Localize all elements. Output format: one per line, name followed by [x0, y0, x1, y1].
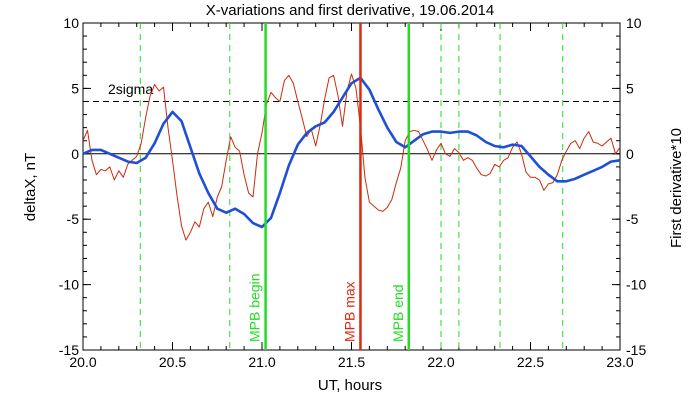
y-tick-label-left: 0: [71, 146, 79, 162]
y-axis-label-left: deltaX, nT: [22, 153, 39, 221]
y-tick-label-right: -10: [626, 277, 646, 293]
plot-layer: 20.0 20.5 21.0 21.5 22.0 22.5 23.0-15-10-50510…: [59, 15, 647, 370]
y-tick-label-right: 10: [626, 15, 642, 31]
derivative-line: [82, 73, 621, 241]
y-tick-label-right: -15: [626, 342, 646, 358]
marker-label: MPB end: [390, 284, 406, 342]
marker-label: MPB begin: [247, 274, 263, 342]
x-tick-label: 22.5: [517, 354, 544, 370]
x-tick-label: 23.0: [606, 354, 633, 370]
y-tick-label-left: 5: [71, 80, 79, 96]
y-tick-label-right: -5: [626, 211, 639, 227]
threshold-label: 2sigma: [108, 81, 153, 97]
y-tick-label-left: -15: [59, 342, 79, 358]
x-tick-label: 20.0: [69, 354, 96, 370]
chart-title: X-variations and first derivative, 19.06…: [206, 2, 495, 19]
x-tick-label: 22.0: [427, 354, 454, 370]
marker-label: MPB max: [341, 281, 357, 342]
y-tick-label-left: 10: [63, 15, 79, 31]
x-axis-label: UT, hours: [318, 377, 382, 394]
y-tick-label-right: 0: [626, 146, 634, 162]
x-tick-label: 21.5: [338, 354, 365, 370]
x-tick-label: 21.0: [248, 354, 275, 370]
x-tick-label: 20.5: [159, 354, 186, 370]
y-axis-label-right: First derivative*10: [668, 128, 685, 248]
y-tick-label-left: -5: [67, 211, 80, 227]
y-tick-label-right: 5: [626, 80, 634, 96]
deltax-line: [82, 76, 621, 229]
y-tick-label-left: -10: [59, 277, 79, 293]
